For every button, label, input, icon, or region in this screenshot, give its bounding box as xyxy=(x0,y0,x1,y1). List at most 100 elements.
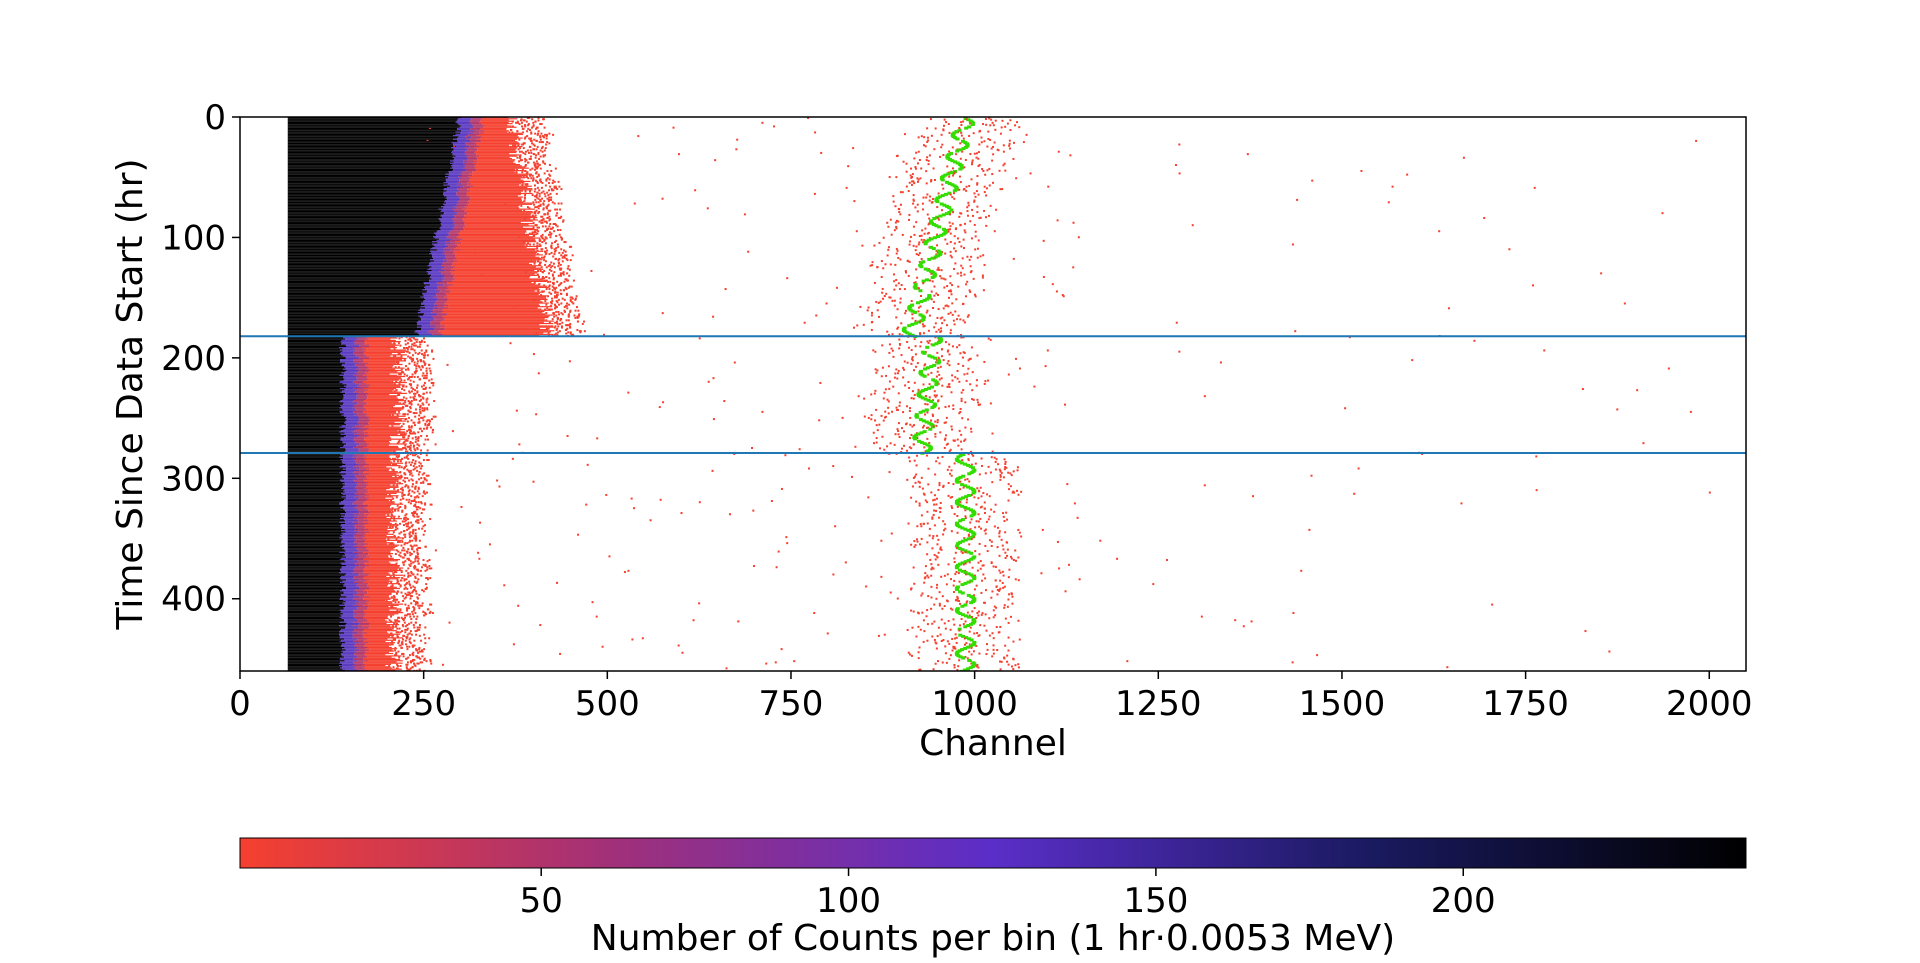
heatmap-tail-row xyxy=(448,304,540,307)
count-bin xyxy=(525,244,528,247)
count-bin xyxy=(391,585,394,588)
count-bin xyxy=(398,373,401,376)
count-bin xyxy=(883,448,886,451)
heatmap-transition-row xyxy=(456,203,467,205)
heatmap-transition-row xyxy=(344,574,359,576)
heatmap-dense-row xyxy=(287,324,418,326)
count-bin xyxy=(542,290,545,293)
count-bin xyxy=(407,522,410,525)
count-bin xyxy=(888,343,891,346)
count-bin xyxy=(564,328,567,331)
count-bin xyxy=(926,213,929,216)
count-bin xyxy=(971,371,974,374)
heatmap-tail-row xyxy=(369,419,402,421)
heatmap-tail-row xyxy=(369,344,399,346)
heatmap-transition-row xyxy=(342,538,357,540)
heatmap-transition-row xyxy=(448,245,459,248)
count-bin xyxy=(959,318,962,321)
count-bin xyxy=(891,299,894,302)
count-bin xyxy=(509,342,512,345)
count-bin xyxy=(524,190,527,193)
count-bin xyxy=(913,424,916,427)
count-bin xyxy=(409,407,412,410)
heatmap-transition-row xyxy=(462,174,473,177)
count-bin xyxy=(958,580,961,583)
heatmap-transition-row xyxy=(346,495,360,497)
heatmap-transition-row xyxy=(346,573,360,575)
heatmap-tail-row xyxy=(363,387,397,390)
count-bin xyxy=(936,268,939,271)
heatmap-tail-row xyxy=(364,480,397,482)
count-bin xyxy=(873,244,876,247)
heatmap-transition-row xyxy=(355,486,367,488)
count-bin xyxy=(414,432,417,435)
heatmap-transition-row xyxy=(353,568,364,570)
count-bin xyxy=(555,295,558,298)
count-bin xyxy=(578,314,581,317)
heatmap-tail-row xyxy=(462,238,536,240)
count-bin xyxy=(410,375,413,378)
heatmap-transition-row xyxy=(356,490,367,492)
count-bin xyxy=(523,197,526,200)
count-bin xyxy=(415,466,418,469)
heatmap-transition-row xyxy=(440,226,454,228)
heatmap-tail-row xyxy=(458,237,541,239)
count-bin xyxy=(404,473,407,476)
heatmap-tail-row xyxy=(464,221,521,223)
heatmap-transition-row xyxy=(457,119,471,121)
count-bin xyxy=(391,514,394,517)
heatmap-tail-row xyxy=(369,463,392,466)
count-bin xyxy=(539,138,542,141)
heatmap-transition-row xyxy=(450,230,461,232)
count-bin xyxy=(898,343,901,346)
count-bin xyxy=(563,298,566,301)
count-bin xyxy=(548,219,551,222)
count-bin xyxy=(539,203,542,206)
count-bin xyxy=(422,392,425,395)
count-bin xyxy=(932,425,935,428)
count-bin xyxy=(949,289,952,292)
count-bin xyxy=(391,542,394,545)
heatmap-tail-row xyxy=(367,366,393,368)
heatmap-transition-row xyxy=(354,342,366,344)
count-bin xyxy=(548,142,551,145)
count-bin xyxy=(1438,230,1441,233)
heatmap-tail-row xyxy=(363,439,392,441)
heatmap-transition-row xyxy=(466,161,478,163)
heatmap-tail-row xyxy=(444,328,549,331)
heatmap-transition-row xyxy=(340,404,354,407)
count-bin xyxy=(551,182,554,185)
count-bin xyxy=(410,400,413,403)
heatmap-dense-row xyxy=(287,254,432,256)
heatmap-tail-row xyxy=(477,157,512,160)
heatmap-tail-row xyxy=(366,475,393,478)
count-bin xyxy=(397,394,400,396)
count-bin xyxy=(533,231,536,234)
count-bin xyxy=(984,528,987,531)
count-bin xyxy=(422,372,425,375)
peak-bin xyxy=(970,123,975,127)
count-bin xyxy=(1006,518,1009,521)
count-bin xyxy=(1062,295,1065,298)
count-bin xyxy=(914,167,917,170)
heatmap-tail-row xyxy=(365,536,397,538)
heatmap-transition-row xyxy=(423,314,437,316)
heatmap-dense-row xyxy=(287,339,342,342)
peak-bin xyxy=(955,480,960,484)
heatmap-transition-row xyxy=(345,357,359,360)
count-bin xyxy=(407,416,410,419)
heatmap-tail-row xyxy=(481,118,518,120)
heatmap-dense-row xyxy=(287,314,424,316)
heatmap-dense-row xyxy=(287,444,345,446)
count-bin xyxy=(535,154,538,157)
count-bin xyxy=(567,324,570,327)
count-bin xyxy=(893,280,896,283)
heatmap-dense-row xyxy=(287,330,416,332)
heatmap-tail-row xyxy=(364,343,396,345)
count-bin xyxy=(419,395,422,398)
count-bin xyxy=(555,314,558,317)
count-bin xyxy=(916,362,919,365)
count-bin xyxy=(974,550,977,553)
count-bin xyxy=(928,339,931,342)
count-bin xyxy=(988,515,991,518)
